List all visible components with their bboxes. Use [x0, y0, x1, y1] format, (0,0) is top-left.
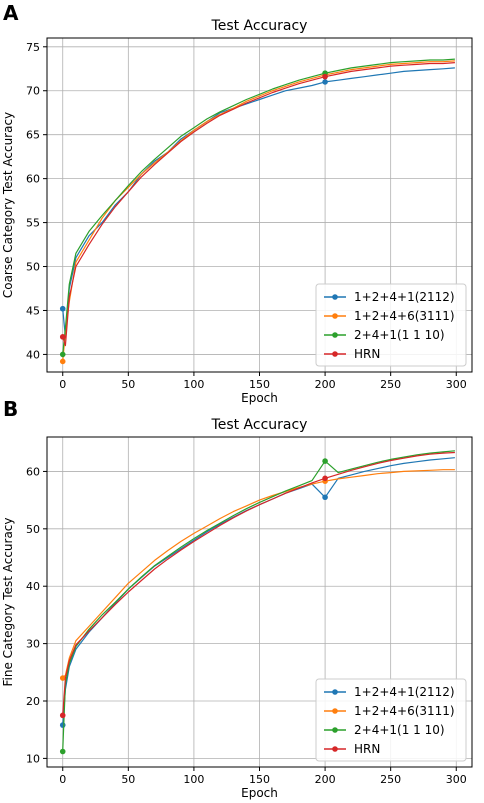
plot-frame — [46, 436, 473, 768]
x-tick-label: 0 — [59, 378, 66, 391]
legend-label-3: HRN — [354, 347, 380, 361]
x-tick-label: 150 — [249, 773, 270, 786]
y-tick-label: 40 — [26, 580, 40, 593]
legend: 1+2+4+1(2112) 1+2+4+6(3111) 2+4+1(1 1 10) H… — [315, 678, 467, 762]
chart-panel-a: A Test Accuracy 0 50 100 150 200 250 300 40 45 50 55… — [1, 1, 473, 405]
y-axis-label: Coarse Category Test Accuracy — [1, 112, 15, 298]
series-start-marker-0 — [59, 722, 66, 728]
series-line-1 — [62, 469, 455, 679]
legend-marker-3 — [332, 351, 338, 357]
y-tick-label: 70 — [26, 85, 40, 98]
series-marker-0 — [322, 494, 328, 501]
series-start-marker-2 — [59, 351, 66, 358]
x-tick-label: 0 — [59, 773, 66, 786]
y-tick-label: 60 — [26, 465, 40, 478]
x-axis-label: Epoch — [241, 391, 278, 405]
x-tick-label: 100 — [183, 378, 204, 391]
series-line-0 — [62, 67, 455, 338]
series-line-3 — [62, 62, 455, 347]
y-tick-label: 50 — [26, 261, 40, 274]
legend-label-1: 1+2+4+6(3111) — [354, 309, 455, 323]
y-tick-label: 45 — [26, 304, 40, 317]
y-tick-label: 30 — [26, 638, 40, 651]
series-marker-3 — [322, 475, 328, 482]
panel-letter: A — [3, 1, 19, 25]
series-line-3 — [62, 451, 455, 716]
x-tick-label: 50 — [121, 378, 135, 391]
legend-label-1: 1+2+4+6(3111) — [354, 704, 455, 718]
y-axis-label: Fine Category Test Accuracy — [1, 517, 15, 686]
x-tick-label: 50 — [121, 773, 135, 786]
series-marker-0 — [322, 79, 328, 85]
chart-title: Test Accuracy — [211, 18, 308, 34]
legend-box — [315, 283, 467, 367]
y-tick-label: 60 — [26, 173, 40, 186]
x-tick-label: 250 — [380, 773, 401, 786]
series-start-marker-0 — [59, 305, 66, 312]
x-tick-label: 100 — [183, 773, 204, 786]
legend-box — [315, 678, 467, 762]
series-start-marker-1 — [59, 675, 66, 681]
series-line-1 — [62, 60, 455, 362]
legend-marker-1 — [332, 708, 338, 714]
series-start-marker-3 — [59, 712, 66, 719]
legend-label-0: 1+2+4+1(2112) — [354, 290, 455, 304]
y-tick-label: 55 — [26, 217, 40, 230]
legend-marker-3 — [332, 746, 338, 752]
legend-label-2: 2+4+1(1 1 10) — [354, 328, 445, 342]
x-axis-label: Epoch — [241, 786, 278, 800]
panel-letter: B — [3, 397, 18, 421]
plot-frame — [46, 37, 473, 373]
legend-marker-0 — [332, 689, 338, 695]
y-tick-label: 50 — [26, 523, 40, 536]
y-tick-label: 40 — [26, 348, 40, 361]
x-tick-label: 150 — [249, 378, 270, 391]
x-tick-label: 300 — [446, 773, 467, 786]
legend-label-0: 1+2+4+1(2112) — [354, 685, 455, 699]
legend-marker-0 — [332, 294, 338, 300]
x-tick-label: 200 — [315, 773, 336, 786]
y-tick-label: 65 — [26, 129, 40, 142]
legend-label-2: 2+4+1(1 1 10) — [354, 723, 445, 737]
series-marker-3 — [322, 73, 328, 80]
chart-title: Test Accuracy — [211, 417, 308, 433]
series-start-marker-3 — [59, 334, 66, 340]
series-marker-2 — [322, 458, 328, 464]
x-tick-label: 300 — [446, 378, 467, 391]
x-tick-label: 250 — [380, 378, 401, 391]
chart-panel-b: B Test Accuracy 0 50 100 150 200 250 300 10 20 30 40… — [1, 397, 473, 800]
series-line-2 — [62, 58, 455, 355]
y-tick-label: 75 — [26, 41, 40, 54]
x-tick-label: 200 — [315, 378, 336, 391]
legend-label-3: HRN — [354, 742, 380, 756]
y-tick-label: 10 — [26, 752, 40, 765]
series-start-marker-2 — [59, 748, 66, 755]
series-line-2 — [62, 450, 455, 752]
y-tick-label: 20 — [26, 695, 40, 708]
series-start-marker-1 — [59, 358, 66, 365]
legend-marker-1 — [332, 313, 338, 319]
legend-marker-2 — [332, 727, 338, 733]
legend: 1+2+4+1(2112) 1+2+4+6(3111) 2+4+1(1 1 10) H… — [315, 283, 467, 367]
legend-marker-2 — [332, 332, 338, 338]
